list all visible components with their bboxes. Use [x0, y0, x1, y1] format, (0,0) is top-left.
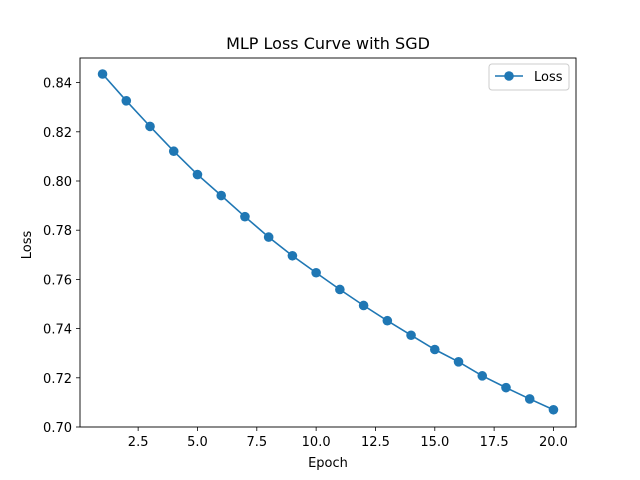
data-point	[335, 284, 345, 295]
data-point	[121, 96, 132, 106]
x-tick-label: 17.5	[480, 435, 509, 450]
y-axis-label: Loss	[20, 231, 35, 260]
x-tick-label: 15.0	[420, 435, 449, 450]
data-point	[548, 404, 559, 415]
data-point	[477, 371, 488, 381]
data-point	[311, 267, 321, 278]
data-point	[429, 344, 440, 355]
y-tick-label: 0.82	[43, 126, 72, 141]
y-tick-label: 0.84	[43, 77, 72, 92]
y-tick-label: 0.78	[43, 224, 72, 239]
y-tick-label: 0.74	[43, 323, 72, 338]
y-tick-label: 0.76	[43, 273, 72, 288]
data-point	[406, 330, 416, 341]
x-tick-label: 10.0	[302, 435, 331, 450]
legend-box	[488, 63, 570, 91]
x-tick-label: 2.5	[128, 435, 149, 450]
data-point	[192, 169, 203, 180]
data-point	[240, 211, 250, 222]
data-point	[168, 146, 179, 157]
chart-title: MLP Loss Curve with SGD	[226, 34, 430, 53]
y-tick-label: 0.70	[43, 421, 72, 436]
data-point	[145, 121, 155, 132]
legend-marker-icon	[504, 71, 514, 81]
plot-area: 2.5 5.0 7.5 10.0 12.5 15.0 17.5 20.0 0.70 0.72 0.7…	[43, 57, 577, 450]
y-tick-label: 0.72	[43, 372, 72, 387]
data-point	[382, 315, 393, 326]
data-point	[524, 394, 535, 404]
axes-frame	[79, 57, 577, 428]
data-point	[501, 382, 511, 393]
y-tick-label: 0.80	[43, 175, 72, 190]
x-tick-label: 20.0	[539, 435, 568, 450]
x-tick-label: 12.5	[361, 435, 390, 450]
legend: Loss	[488, 63, 570, 91]
data-point	[216, 190, 227, 201]
x-axis-label: Epoch	[308, 456, 348, 471]
data-point	[453, 357, 464, 367]
x-tick-label: 5.0	[187, 435, 208, 450]
data-point	[287, 250, 298, 261]
legend-label-loss: Loss	[534, 70, 563, 85]
data-point	[97, 69, 108, 79]
data-point	[263, 232, 274, 242]
x-tick-label: 7.5	[246, 435, 267, 450]
data-point	[358, 300, 369, 311]
